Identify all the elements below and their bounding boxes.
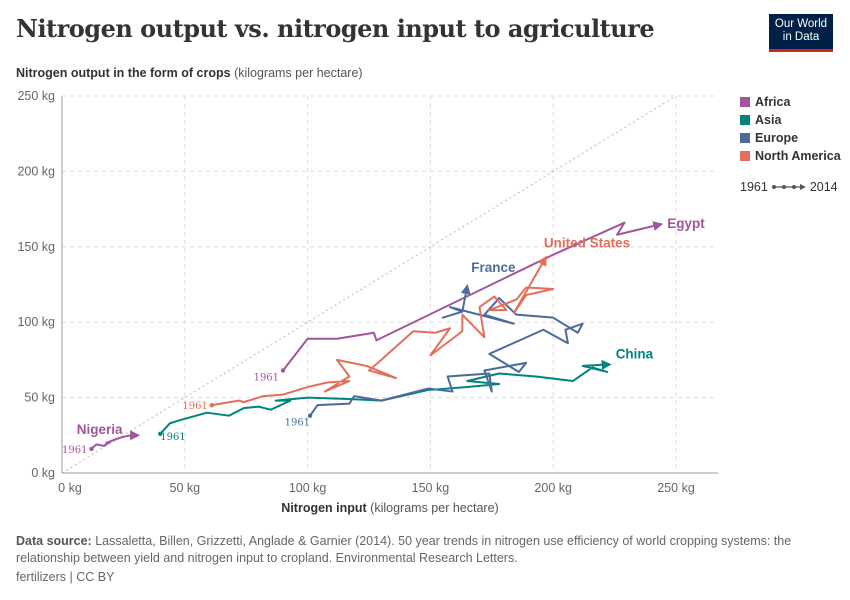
x-axis-label: Nitrogen input (kilograms per hectare) <box>281 501 498 515</box>
series-line-nigeria <box>90 430 141 450</box>
series-start-point-nigeria <box>89 446 94 452</box>
series-start-point-united-states <box>209 402 215 408</box>
series-start-point-china <box>158 431 163 436</box>
chart-title: Nitrogen output vs. nitrogen input to ag… <box>16 14 655 43</box>
timeline-legend: 1961 2014 <box>740 180 838 194</box>
legend-swatch <box>740 151 750 161</box>
y-tick-label: 150 kg <box>17 240 55 254</box>
legend-item-north-america[interactable]: North America <box>740 147 841 165</box>
x-tick-label: 150 kg <box>412 481 450 495</box>
timeline-arrow-icon <box>771 184 806 190</box>
legend-swatch <box>740 97 750 107</box>
series-label-egypt: Egypt <box>667 216 705 231</box>
series-line-united-states <box>211 255 555 407</box>
legend-item-africa[interactable]: Africa <box>740 93 841 111</box>
start-year-label-france: 1961 <box>285 418 310 429</box>
legend-swatch <box>740 133 750 143</box>
series-line-china <box>159 359 612 435</box>
timeline-start: 1961 <box>740 180 768 194</box>
series-line-egypt <box>282 221 664 372</box>
series-start-point-egypt <box>280 368 286 373</box>
series-label-china: China <box>616 346 654 361</box>
x-tick-label: 50 kg <box>170 481 201 495</box>
start-year-label-united-states: 1961 <box>182 401 207 412</box>
y-tick-label: 100 kg <box>17 315 55 329</box>
y-axis-label: Nitrogen output in the form of crops (ki… <box>16 66 363 80</box>
reference-line-y-equals-x <box>61 95 677 474</box>
license: fertilizers | CC BY <box>16 570 115 584</box>
legend-swatch <box>740 115 750 125</box>
legend-item-asia[interactable]: Asia <box>740 111 841 129</box>
legend-item-europe[interactable]: Europe <box>740 129 841 147</box>
owid-logo[interactable]: Our World in Data <box>769 14 833 52</box>
series-line-france <box>309 284 584 417</box>
series-label-nigeria: Nigeria <box>77 422 123 437</box>
series-label-united-states: United States <box>544 235 630 250</box>
start-year-label-nigeria: 1961 <box>62 445 87 456</box>
series-label-france: France <box>471 260 516 275</box>
series-start-point-france <box>307 413 313 418</box>
start-year-label-china: 1961 <box>160 432 185 443</box>
y-tick-label: 0 kg <box>31 466 55 480</box>
y-tick-label: 50 kg <box>24 391 55 405</box>
start-year-label-egypt: 1961 <box>254 372 279 383</box>
timeline-end: 2014 <box>809 180 838 194</box>
y-tick-label: 250 kg <box>17 89 55 103</box>
x-tick-label: 100 kg <box>289 481 327 495</box>
legend: Africa Asia Europe North America <box>740 93 841 165</box>
x-tick-label: 0 kg <box>58 481 82 495</box>
x-tick-label: 200 kg <box>534 481 572 495</box>
y-tick-label: 200 kg <box>17 164 55 178</box>
source-note: Data source: Lassaletta, Billen, Grizzet… <box>16 534 792 565</box>
x-tick-label: 250 kg <box>657 481 695 495</box>
